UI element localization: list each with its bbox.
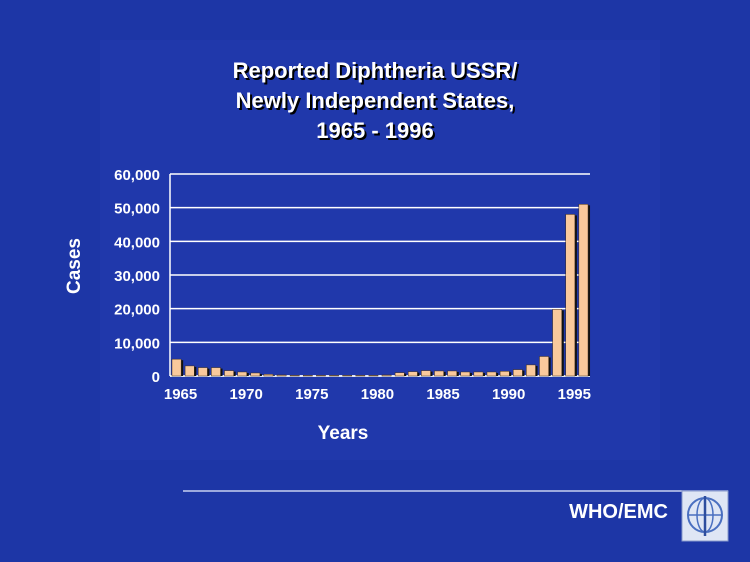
bar xyxy=(486,371,497,377)
x-tick-label: 1965 xyxy=(164,386,197,403)
bar xyxy=(302,375,313,377)
bar xyxy=(224,370,234,377)
bar xyxy=(473,371,484,377)
y-tick-label: 60,000 xyxy=(114,167,160,184)
bar xyxy=(250,372,261,377)
bar xyxy=(499,371,510,377)
bar xyxy=(394,372,405,377)
x-tick-label: 1980 xyxy=(361,386,394,403)
x-tick-label: 1975 xyxy=(295,386,328,403)
bar xyxy=(421,370,431,377)
bar xyxy=(407,371,418,377)
bar xyxy=(552,309,563,377)
x-tick-label: 1970 xyxy=(230,386,263,403)
title-shadow: Newly Independent States, xyxy=(238,90,517,115)
y-tick-label: 0 xyxy=(152,369,160,386)
bar xyxy=(578,204,589,377)
bar xyxy=(447,370,458,377)
y-tick-label: 40,000 xyxy=(114,234,160,251)
bar xyxy=(276,374,287,377)
bar xyxy=(368,375,379,377)
title-shadow: 1965 - 1996 xyxy=(318,120,435,145)
bar xyxy=(316,375,326,377)
bar xyxy=(539,356,549,377)
chart-title: Reported Diphtheria USSR/ xyxy=(233,58,518,83)
footer-text: WHO/EMC xyxy=(569,501,668,523)
bar xyxy=(342,375,353,377)
chart-title: Newly Independent States, xyxy=(236,88,515,113)
y-tick-label: 10,000 xyxy=(114,335,160,352)
y-tick-label: 20,000 xyxy=(114,302,160,319)
y-tick-label: 50,000 xyxy=(114,201,160,218)
title-shadow: Reported Diphtheria USSR/ xyxy=(235,60,520,85)
bar xyxy=(434,370,444,377)
bar xyxy=(526,364,536,377)
chart-title: 1965 - 1996 xyxy=(316,118,433,143)
bar xyxy=(329,375,339,377)
bar xyxy=(460,371,471,377)
x-tick-label: 1985 xyxy=(426,386,459,403)
bar xyxy=(289,375,300,377)
y-tick-label: 30,000 xyxy=(114,268,160,285)
bar xyxy=(263,374,274,377)
bar xyxy=(197,367,208,377)
bar xyxy=(355,375,366,377)
bar xyxy=(171,358,182,377)
x-tick-label: 1990 xyxy=(492,386,525,403)
who-logo xyxy=(681,490,729,542)
bar xyxy=(237,371,248,377)
bar xyxy=(565,214,576,377)
x-tick-label: 1995 xyxy=(558,386,591,403)
bar xyxy=(211,367,221,377)
bar xyxy=(381,374,392,377)
y-axis-title: Cases xyxy=(64,238,85,294)
bar xyxy=(512,369,523,377)
bar xyxy=(184,365,195,377)
x-axis-title: Years xyxy=(318,423,369,444)
